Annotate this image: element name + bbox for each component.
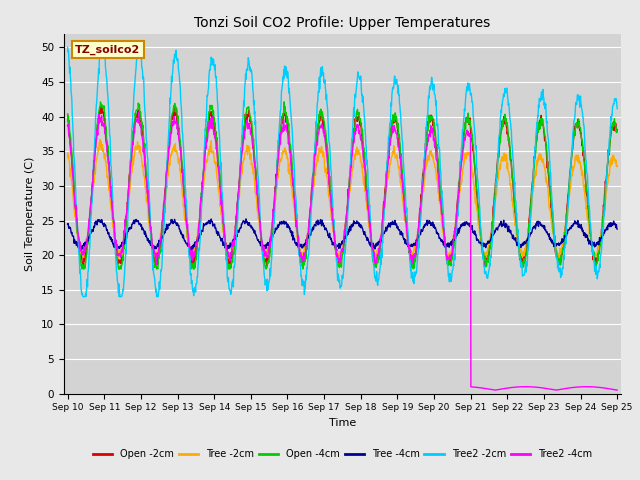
Open -4cm <box>613 129 621 134</box>
Tree -4cm <box>500 223 508 228</box>
Open -2cm <box>548 226 556 231</box>
Open -4cm <box>500 116 508 122</box>
Open -2cm <box>429 118 436 123</box>
Tree -4cm <box>186 245 194 251</box>
Tree -4cm <box>548 239 556 245</box>
Line: Tree2 -2cm: Tree2 -2cm <box>68 48 617 297</box>
Tree -2cm <box>500 152 508 157</box>
Open -2cm <box>613 127 621 132</box>
Tree2 -2cm <box>248 70 255 75</box>
Line: Tree -2cm: Tree -2cm <box>68 140 617 261</box>
Y-axis label: Soil Temperature (C): Soil Temperature (C) <box>26 156 35 271</box>
Open -2cm <box>173 119 180 124</box>
Tree -4cm <box>248 225 256 230</box>
Tree -2cm <box>556 258 563 264</box>
Tree -4cm <box>613 226 621 232</box>
Open -4cm <box>248 119 255 124</box>
Line: Tree2 -4cm: Tree2 -4cm <box>68 112 617 390</box>
Tree2 -2cm <box>613 106 621 111</box>
Open -4cm <box>186 254 194 260</box>
Tree -2cm <box>186 248 194 254</box>
Tree -2cm <box>96 137 104 143</box>
Tree -2cm <box>248 160 255 166</box>
Tree2 -4cm <box>186 252 194 257</box>
X-axis label: Time: Time <box>329 418 356 428</box>
Tree2 -2cm <box>428 76 436 82</box>
Open -2cm <box>96 104 104 109</box>
Line: Open -4cm: Open -4cm <box>68 102 617 269</box>
Tree -2cm <box>548 222 556 228</box>
Tree2 -2cm <box>548 201 556 206</box>
Legend: Open -2cm, Tree -2cm, Open -4cm, Tree -4cm, Tree2 -2cm, Tree2 -4cm: Open -2cm, Tree -2cm, Open -4cm, Tree -4… <box>89 445 596 463</box>
Tree2 -4cm <box>548 386 556 392</box>
Open -4cm <box>64 111 72 117</box>
Tree2 -4cm <box>173 119 180 125</box>
Open -2cm <box>186 254 194 260</box>
Tree -2cm <box>173 148 180 154</box>
Tree -2cm <box>64 150 72 156</box>
Tree -4cm <box>64 221 72 227</box>
Tree -4cm <box>429 223 436 228</box>
Tree2 -2cm <box>79 294 87 300</box>
Tree2 -2cm <box>173 56 180 61</box>
Tree -2cm <box>613 164 621 169</box>
Open -2cm <box>64 112 72 118</box>
Tree2 -2cm <box>500 91 508 97</box>
Tree2 -2cm <box>64 45 72 50</box>
Title: Tonzi Soil CO2 Profile: Upper Temperatures: Tonzi Soil CO2 Profile: Upper Temperatur… <box>195 16 490 30</box>
Tree -2cm <box>428 154 436 159</box>
Tree -4cm <box>77 248 85 253</box>
Tree2 -4cm <box>248 132 255 138</box>
Tree -4cm <box>173 222 180 228</box>
Tree2 -4cm <box>135 109 143 115</box>
Tree2 -4cm <box>428 128 436 133</box>
Tree2 -4cm <box>613 387 621 393</box>
Open -2cm <box>248 132 256 138</box>
Tree2 -2cm <box>186 271 194 276</box>
Line: Open -2cm: Open -2cm <box>68 107 617 268</box>
Open -2cm <box>500 121 508 127</box>
Open -4cm <box>173 106 180 112</box>
Open -4cm <box>78 266 86 272</box>
Text: TZ_soilco2: TZ_soilco2 <box>75 44 140 55</box>
Tree2 -4cm <box>64 123 72 129</box>
Open -4cm <box>429 113 436 119</box>
Open -4cm <box>548 216 556 222</box>
Tree -4cm <box>242 216 250 222</box>
Line: Tree -4cm: Tree -4cm <box>68 219 617 251</box>
Open -2cm <box>227 265 234 271</box>
Tree2 -4cm <box>500 386 508 392</box>
Open -4cm <box>280 99 288 105</box>
